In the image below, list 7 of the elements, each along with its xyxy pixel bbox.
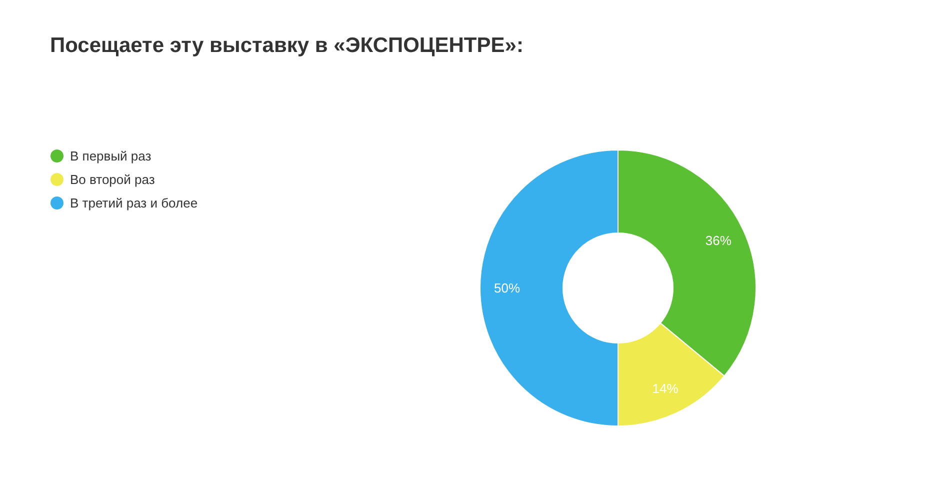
chart-title: Посещаете эту выставку в «ЭКСПОЦЕНТРЕ»: — [50, 34, 524, 57]
data-label: 50% — [494, 280, 520, 296]
legend-label: В первый раз — [70, 148, 152, 164]
legend-label: Во второй раз — [70, 172, 155, 187]
data-label: 36% — [705, 233, 732, 248]
data-label: 14% — [652, 380, 679, 396]
legend-label: В третий раз и более — [70, 196, 198, 210]
